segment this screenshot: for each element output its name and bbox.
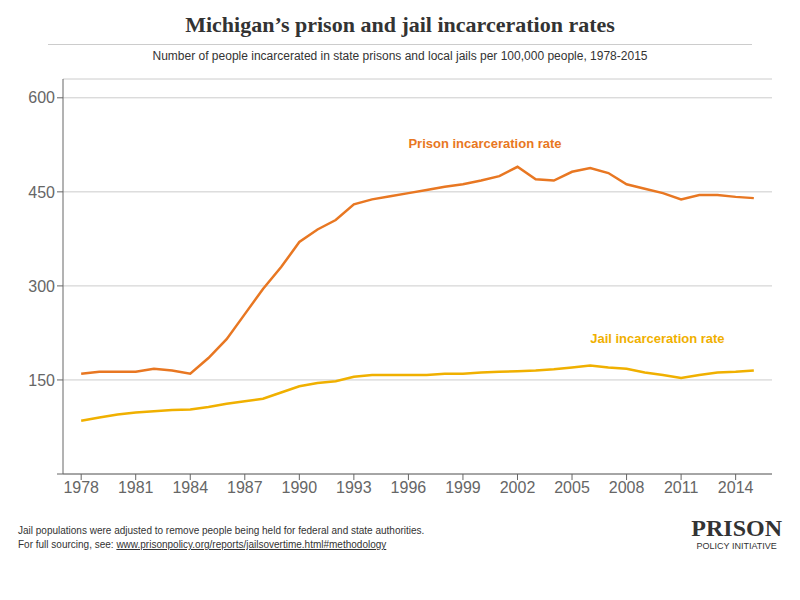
svg-text:1993: 1993 bbox=[336, 479, 372, 496]
svg-text:2011: 2011 bbox=[664, 479, 699, 496]
svg-text:1984: 1984 bbox=[172, 479, 208, 496]
svg-text:2002: 2002 bbox=[500, 479, 536, 496]
svg-text:450: 450 bbox=[28, 184, 55, 201]
svg-text:1996: 1996 bbox=[391, 479, 427, 496]
html-text:For full sourcing, see: www.pr: For full sourcing, see: www.prisonpolicy… bbox=[18, 539, 387, 550]
svg-text:2005: 2005 bbox=[554, 479, 590, 496]
html-text:Michigan’s prison and jail inc: Michigan’s prison and jail incarceration… bbox=[185, 12, 615, 37]
svg-text:2014: 2014 bbox=[718, 479, 754, 496]
svg-text:Prison incarceration rate: Prison incarceration rate bbox=[408, 136, 561, 151]
svg-text:600: 600 bbox=[28, 89, 55, 106]
svg-text:2008: 2008 bbox=[609, 479, 645, 496]
html-text:PRISON: PRISON bbox=[691, 515, 782, 541]
html-text:Jail populations were adjusted: Jail populations were adjusted to remove… bbox=[18, 525, 425, 536]
svg-text:1990: 1990 bbox=[282, 479, 318, 496]
svg-text:1978: 1978 bbox=[63, 479, 99, 496]
svg-text:1987: 1987 bbox=[227, 479, 263, 496]
svg-text:Jail incarceration rate: Jail incarceration rate bbox=[590, 331, 724, 346]
svg-text:300: 300 bbox=[28, 278, 55, 295]
svg-text:1999: 1999 bbox=[445, 479, 481, 496]
html-text:POLICY INITIATIVE: POLICY INITIATIVE bbox=[696, 541, 777, 551]
svg-text:150: 150 bbox=[28, 372, 55, 389]
html-text:Number of people incarcerated: Number of people incarcerated in state p… bbox=[152, 49, 648, 63]
svg-text:1981: 1981 bbox=[118, 479, 154, 496]
